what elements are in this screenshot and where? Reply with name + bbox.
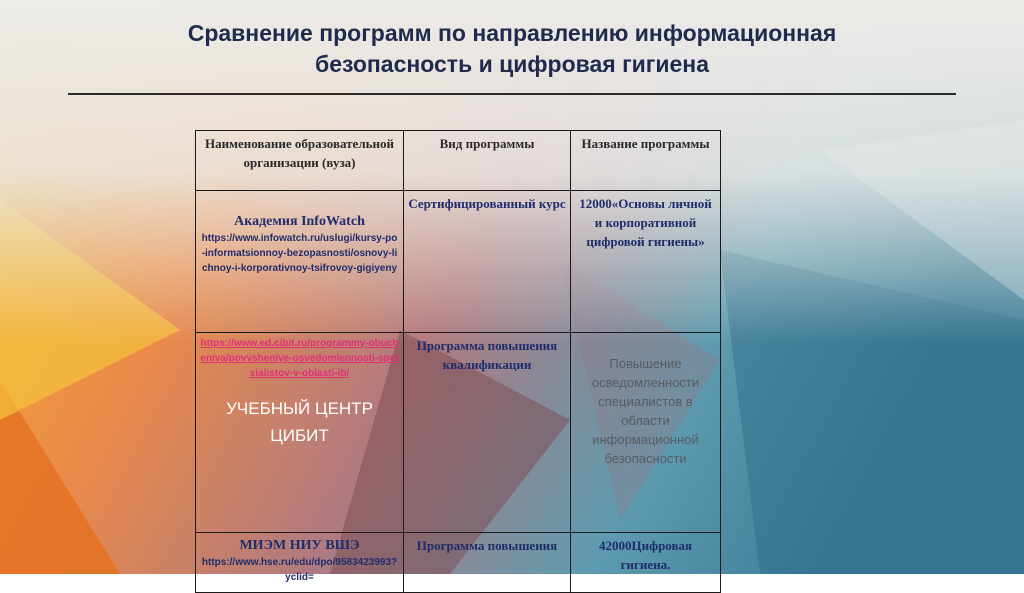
header-org: Наименование образовательной организации… <box>195 130 404 191</box>
org-link[interactable]: https://www.hse.ru/edu/dpo/9583423993?yc… <box>201 557 398 583</box>
cell-program-name: Повышение осведомленности специалистов в… <box>570 332 721 533</box>
cell-org: https://www.ed.cibit.ru/programmy-obuche… <box>195 332 404 533</box>
cell-type: Сертифицированный курс <box>403 190 571 333</box>
header-type: Вид программы <box>403 130 571 191</box>
title-line-1: Сравнение программ по направлению информ… <box>187 20 837 46</box>
org-name: Академия InfoWatch <box>234 214 365 229</box>
table-row: https://www.ed.cibit.ru/programmy-obuche… <box>195 332 721 533</box>
org-name: УЧЕБНЫЙ ЦЕНТР ЦИБИТ <box>226 399 373 445</box>
table-row: МИЭМ НИУ ВШЭ https://www.hse.ru/edu/dpo/… <box>195 532 721 593</box>
title-line-2: безопасность и цифровая гигиена <box>315 51 709 77</box>
title-divider <box>68 93 956 95</box>
header-name: Название программы <box>570 130 721 191</box>
comparison-table: Наименование образовательной организации… <box>195 130 721 593</box>
cell-org: МИЭМ НИУ ВШЭ https://www.hse.ru/edu/dpo/… <box>195 532 404 593</box>
table-row: Академия InfoWatch https://www.infowatch… <box>195 190 721 333</box>
program-name: Повышение осведомленности специалистов в… <box>591 356 700 466</box>
cell-type: Программа повышения <box>403 532 571 593</box>
org-name: МИЭМ НИУ ВШЭ <box>239 538 360 553</box>
org-link[interactable]: https://www.ed.cibit.ru/programmy-obuche… <box>200 338 399 379</box>
cell-org: Академия InfoWatch https://www.infowatch… <box>195 190 404 333</box>
table-header-row: Наименование образовательной организации… <box>195 130 721 191</box>
cell-program-name: 42000Цифровая гигиена. <box>570 532 721 593</box>
page-title: Сравнение программ по направлению информ… <box>0 18 1024 80</box>
org-link[interactable]: https://www.infowatch.ru/uslugi/kursy-po… <box>201 233 398 274</box>
cell-program-name: 12000«Основы личной и корпоративной цифр… <box>570 190 721 333</box>
cell-type: Программа повышения квалификации <box>403 332 571 533</box>
